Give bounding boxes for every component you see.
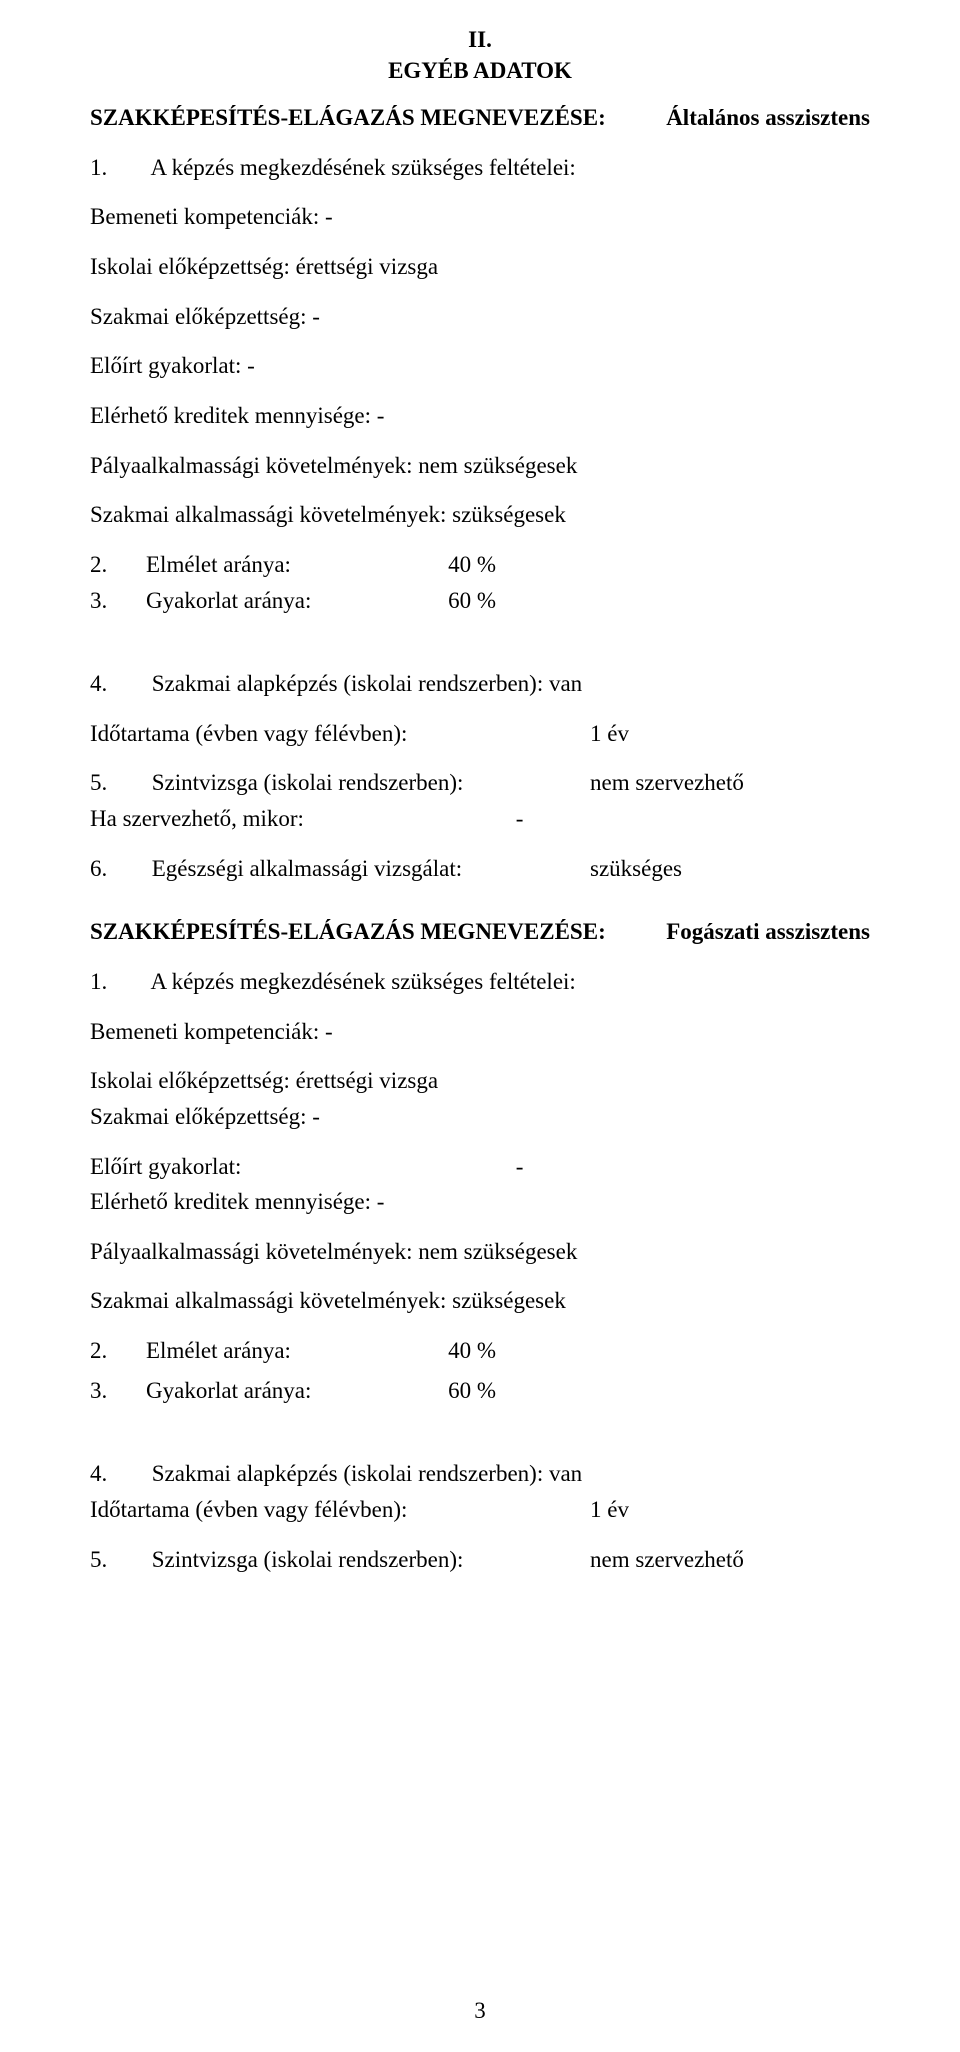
ratio-value: 40 % <box>406 547 496 583</box>
branch-heading-row-2: SZAKKÉPESÍTÉS-ELÁGAZÁS MEGNEVEZÉSE: Fogá… <box>90 914 870 950</box>
palyaalkalmassagi: Pályaalkalmassági követelmények: nem szü… <box>90 448 870 484</box>
eloirt-gyakorlat-b: Előírt gyakorlat: - <box>90 1149 870 1185</box>
section-title: EGYÉB ADATOK <box>90 55 870 86</box>
ratio-label: Gyakorlat aránya: <box>146 583 406 619</box>
item-number: 1. <box>90 964 146 1000</box>
gyakorlat-aranya-row: 3. Gyakorlat aránya: 60 % <box>90 583 870 619</box>
palyaalkalmassagi-b: Pályaalkalmassági követelmények: nem szü… <box>90 1234 870 1270</box>
item-text: A képzés megkezdésének szükséges feltéte… <box>150 969 575 994</box>
item-value: nem szervezhető <box>590 765 744 801</box>
elmelet-aranya-row: 2. Elmélet aránya: 40 % <box>90 547 870 583</box>
duration-value: 1 év <box>590 1492 629 1528</box>
ratio-value: 60 % <box>406 583 496 619</box>
item-number: 5. <box>90 1542 146 1578</box>
szakmai-elokepzettseg: Szakmai előképzettség: - <box>90 299 870 335</box>
item-6: 6. Egészségi alkalmassági vizsgálat: szü… <box>90 851 870 887</box>
item-value: nem szervezhető <box>590 1542 744 1578</box>
ratio-value: 40 % <box>406 1333 496 1369</box>
szakmai-alkalmassagi: Szakmai alkalmassági követelmények: szük… <box>90 497 870 533</box>
item-value: szükséges <box>590 851 682 887</box>
ha-szervezheto-label: Ha szervezhető, mikor: <box>90 801 510 837</box>
item-label: Szintvizsga (iskolai rendszerben): <box>152 770 464 795</box>
bemeneti-kompetenciak: Bemeneti kompetenciák: - <box>90 199 870 235</box>
duration-value: 1 év <box>590 716 629 752</box>
ratio-label: Gyakorlat aránya: <box>146 1373 406 1409</box>
idotartam-row-b: Időtartama (évben vagy félévben): 1 év <box>90 1492 870 1528</box>
ratio-value: 60 % <box>406 1373 496 1409</box>
item-number: 4. <box>90 1456 146 1492</box>
item-5-b: 5. Szintvizsga (iskolai rendszerben): ne… <box>90 1542 870 1578</box>
branch-heading-label: SZAKKÉPESÍTÉS-ELÁGAZÁS MEGNEVEZÉSE: <box>90 914 606 950</box>
ha-szervezheto-value: - <box>516 806 524 831</box>
branch-heading-label: SZAKKÉPESÍTÉS-ELÁGAZÁS MEGNEVEZÉSE: <box>90 100 606 136</box>
item-number: 3. <box>90 1373 146 1409</box>
ratio-label: Elmélet aránya: <box>146 1333 406 1369</box>
item-text: A képzés megkezdésének szükséges feltéte… <box>150 155 575 180</box>
document-page: II. EGYÉB ADATOK SZAKKÉPESÍTÉS-ELÁGAZÁS … <box>0 0 960 2052</box>
item-number: 2. <box>90 547 146 583</box>
elerheto-kreditek-b: Elérhető kreditek mennyisége: - <box>90 1184 870 1220</box>
item-text: Szakmai alapképzés (iskolai rendszerben)… <box>152 671 582 696</box>
item-text: Szakmai alapképzés (iskolai rendszerben)… <box>152 1461 582 1486</box>
bemeneti-kompetenciak-b: Bemeneti kompetenciák: - <box>90 1014 870 1050</box>
item-5: 5. Szintvizsga (iskolai rendszerben): ne… <box>90 765 870 801</box>
item-number: 4. <box>90 666 146 702</box>
duration-label: Időtartama (évben vagy félévben): <box>90 1492 590 1528</box>
item-4: 4. Szakmai alapképzés (iskolai rendszerb… <box>90 666 870 702</box>
item-number: 2. <box>90 1333 146 1369</box>
elerheto-kreditek: Elérhető kreditek mennyisége: - <box>90 398 870 434</box>
elmelet-aranya-row-b: 2. Elmélet aránya: 40 % <box>90 1333 870 1369</box>
item-number: 5. <box>90 765 146 801</box>
item-number: 6. <box>90 851 146 887</box>
item-number: 3. <box>90 583 146 619</box>
eloirt-label: Előírt gyakorlat: <box>90 1149 510 1185</box>
branch-heading-value: Általános asszisztens <box>666 100 870 136</box>
item-label: Egészségi alkalmassági vizsgálat: <box>152 856 462 881</box>
iskolai-elokepzettseg: Iskolai előképzettség: érettségi vizsga <box>90 249 870 285</box>
eloirt-value: - <box>516 1154 524 1179</box>
branch-heading-value: Fogászati asszisztens <box>666 914 870 950</box>
ratio-label: Elmélet aránya: <box>146 547 406 583</box>
item-number: 1. <box>90 150 146 186</box>
item-label: Szintvizsga (iskolai rendszerben): <box>152 1547 464 1572</box>
eloirt-gyakorlat: Előírt gyakorlat: - <box>90 348 870 384</box>
page-number: 3 <box>0 1998 960 2024</box>
iskolai-elokepzettseg-b: Iskolai előképzettség: érettségi vizsga <box>90 1063 870 1099</box>
branch-heading-row: SZAKKÉPESÍTÉS-ELÁGAZÁS MEGNEVEZÉSE: Álta… <box>90 100 870 136</box>
idotartam-row: Időtartama (évben vagy félévben): 1 év <box>90 716 870 752</box>
duration-label: Időtartama (évben vagy félévben): <box>90 716 590 752</box>
szakmai-alkalmassagi-b: Szakmai alkalmassági követelmények: szük… <box>90 1283 870 1319</box>
section-roman: II. <box>90 24 870 55</box>
ha-szervezheto-row: Ha szervezhető, mikor: - <box>90 801 870 837</box>
szakmai-elokepzettseg-b: Szakmai előképzettség: - <box>90 1099 870 1135</box>
item-1-b: 1. A képzés megkezdésének szükséges felt… <box>90 964 870 1000</box>
item-4-b: 4. Szakmai alapképzés (iskolai rendszerb… <box>90 1456 870 1492</box>
gyakorlat-aranya-row-b: 3. Gyakorlat aránya: 60 % <box>90 1373 870 1409</box>
item-1: 1. A képzés megkezdésének szükséges felt… <box>90 150 870 186</box>
